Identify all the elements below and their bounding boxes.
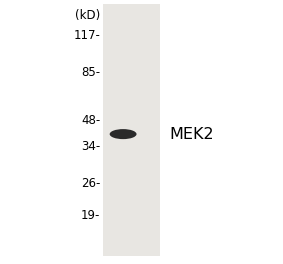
Text: MEK2: MEK2 (170, 127, 215, 142)
Text: (kD): (kD) (75, 9, 100, 22)
Text: 48-: 48- (81, 114, 100, 127)
Text: 34-: 34- (81, 140, 100, 153)
Text: 117-: 117- (74, 29, 100, 42)
Text: 19-: 19- (81, 209, 100, 222)
Text: 26-: 26- (81, 177, 100, 190)
Bar (103, 4, 160, 256)
Text: 85-: 85- (81, 66, 100, 79)
Ellipse shape (110, 129, 137, 139)
